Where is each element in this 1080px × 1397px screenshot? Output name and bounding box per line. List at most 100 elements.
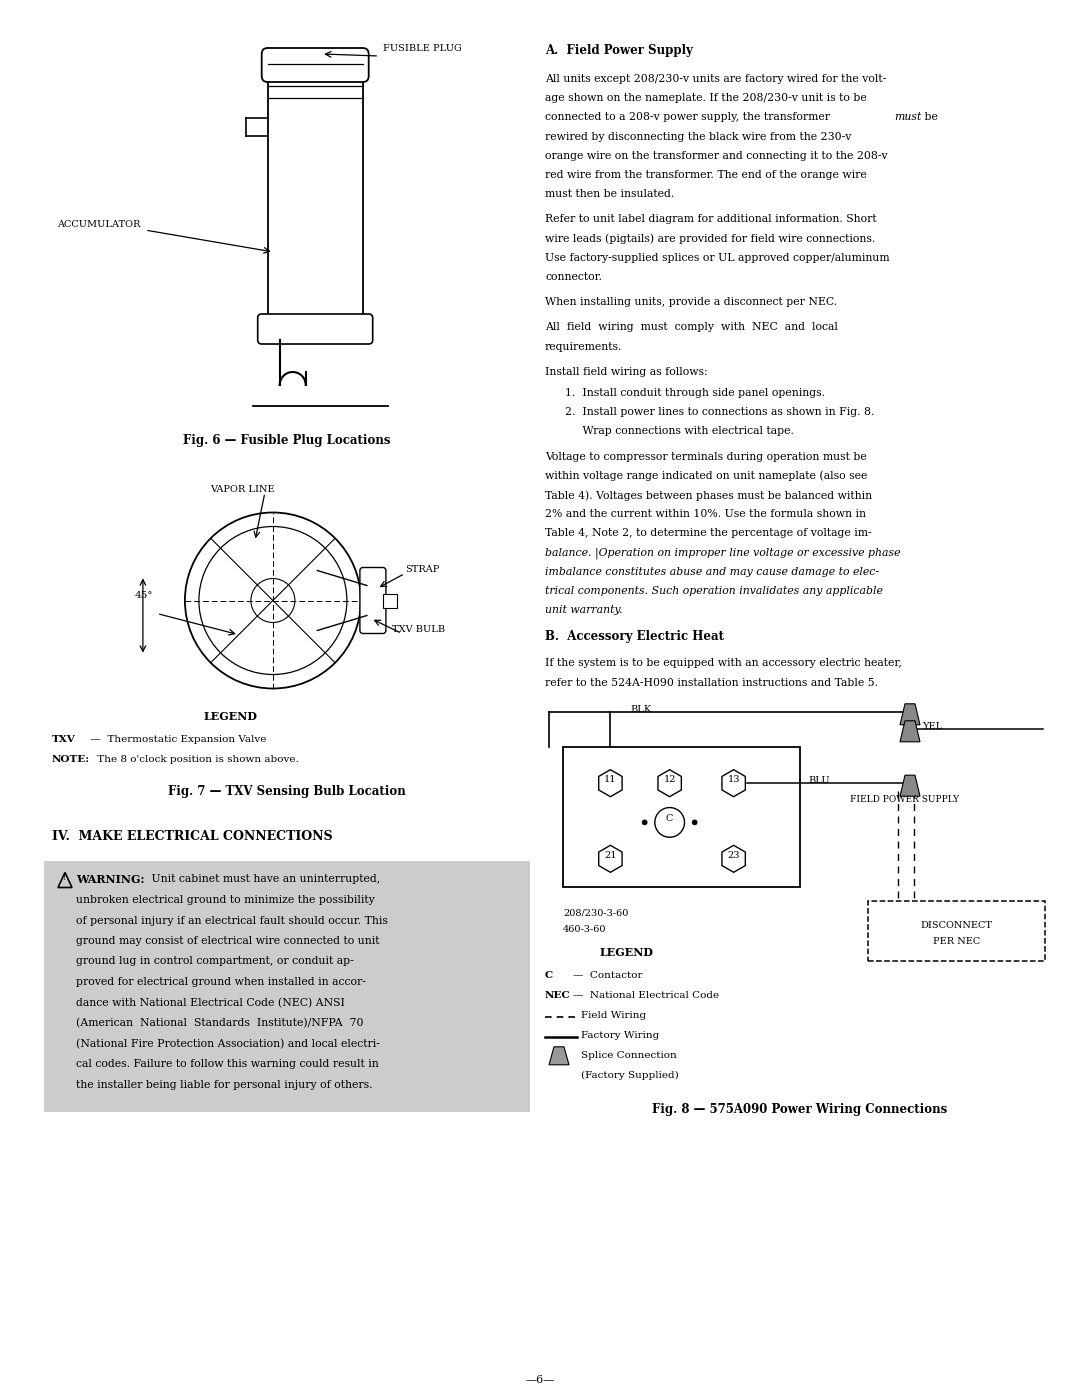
Text: WARNING:: WARNING: bbox=[76, 875, 145, 886]
Text: Table 4). Voltages between phases must be balanced within: Table 4). Voltages between phases must b… bbox=[545, 490, 873, 500]
Text: 2.  Install power lines to connections as shown in Fig. 8.: 2. Install power lines to connections as… bbox=[565, 407, 875, 418]
Text: connector.: connector. bbox=[545, 272, 602, 282]
Text: 23: 23 bbox=[728, 851, 740, 859]
Text: cal codes. Failure to follow this warning could result in: cal codes. Failure to follow this warnin… bbox=[76, 1059, 379, 1069]
Text: 11: 11 bbox=[604, 775, 617, 784]
Text: ACCUMULATOR: ACCUMULATOR bbox=[57, 221, 140, 229]
Text: unit warranty.: unit warranty. bbox=[545, 605, 623, 615]
Text: connected to a 208-v power supply, the transformer: connected to a 208-v power supply, the t… bbox=[545, 112, 834, 123]
Text: Wrap connections with electrical tape.: Wrap connections with electrical tape. bbox=[565, 426, 794, 436]
Text: 2% and the current within 10%. Use the formula shown in: 2% and the current within 10%. Use the f… bbox=[545, 509, 866, 520]
Text: TXV: TXV bbox=[52, 735, 76, 745]
Polygon shape bbox=[900, 721, 920, 742]
Text: Fig. 7 — TXV Sensing Bulb Location: Fig. 7 — TXV Sensing Bulb Location bbox=[168, 785, 406, 799]
Text: C: C bbox=[545, 971, 553, 979]
Text: LEGEND: LEGEND bbox=[204, 711, 258, 721]
Text: rewired by disconnecting the black wire from the 230-v: rewired by disconnecting the black wire … bbox=[545, 131, 851, 141]
Text: Install field wiring as follows:: Install field wiring as follows: bbox=[545, 367, 707, 377]
Text: requirements.: requirements. bbox=[545, 342, 622, 352]
Text: —6—: —6— bbox=[525, 1375, 555, 1384]
Text: Field Wiring: Field Wiring bbox=[581, 1011, 646, 1020]
Polygon shape bbox=[598, 845, 622, 872]
Circle shape bbox=[692, 820, 698, 824]
Text: BLU: BLU bbox=[808, 777, 829, 785]
Text: trical components. Such operation invalidates any applicable: trical components. Such operation invali… bbox=[545, 585, 882, 597]
FancyBboxPatch shape bbox=[360, 567, 386, 633]
FancyBboxPatch shape bbox=[261, 47, 368, 82]
Text: proved for electrical ground when installed in accor-: proved for electrical ground when instal… bbox=[76, 977, 366, 988]
Text: 13: 13 bbox=[728, 775, 740, 784]
Text: unbroken electrical ground to minimize the possibility: unbroken electrical ground to minimize t… bbox=[76, 895, 375, 905]
Text: of personal injury if an electrical fault should occur. This: of personal injury if an electrical faul… bbox=[76, 915, 388, 925]
Text: must then be insulated.: must then be insulated. bbox=[545, 189, 674, 200]
Bar bbox=[44, 861, 530, 1112]
Text: B.  Accessory Electric Heat: B. Accessory Electric Heat bbox=[545, 630, 724, 644]
Text: 21: 21 bbox=[604, 851, 617, 859]
Text: VAPOR LINE: VAPOR LINE bbox=[211, 485, 275, 493]
Text: NEC: NEC bbox=[545, 990, 570, 1000]
Text: within voltage range indicated on unit nameplate (also see: within voltage range indicated on unit n… bbox=[545, 471, 867, 482]
Text: TXV BULB: TXV BULB bbox=[392, 626, 445, 634]
Text: A.  Field Power Supply: A. Field Power Supply bbox=[545, 43, 693, 57]
Bar bbox=[563, 747, 800, 887]
Polygon shape bbox=[598, 770, 622, 796]
Text: FIELD POWER SUPPLY: FIELD POWER SUPPLY bbox=[850, 795, 959, 805]
Polygon shape bbox=[900, 704, 920, 725]
Text: (Factory Supplied): (Factory Supplied) bbox=[581, 1070, 678, 1080]
Text: (American  National  Standards  Institute)/NFPA  70: (American National Standards Institute)/… bbox=[76, 1018, 364, 1028]
Text: —  Thermostatic Expansion Valve: — Thermostatic Expansion Valve bbox=[84, 735, 267, 745]
Text: balance. |Operation on improper line voltage or excessive phase: balance. |Operation on improper line vol… bbox=[545, 548, 901, 559]
Text: Refer to unit label diagram for additional information. Short: Refer to unit label diagram for addition… bbox=[545, 214, 877, 225]
Text: Use factory-supplied splices or UL approved copper/aluminum: Use factory-supplied splices or UL appro… bbox=[545, 253, 890, 263]
Text: IV.  MAKE ELECTRICAL CONNECTIONS: IV. MAKE ELECTRICAL CONNECTIONS bbox=[52, 830, 333, 844]
Text: the installer being liable for personal injury of others.: the installer being liable for personal … bbox=[76, 1080, 373, 1090]
Text: Fig. 8 — 575A090 Power Wiring Connections: Fig. 8 — 575A090 Power Wiring Connection… bbox=[652, 1102, 947, 1116]
Bar bbox=[268, 75, 363, 319]
Text: Unit cabinet must have an uninterrupted,: Unit cabinet must have an uninterrupted, bbox=[148, 875, 380, 884]
Text: dance with National Electrical Code (NEC) ANSI: dance with National Electrical Code (NEC… bbox=[76, 997, 345, 1007]
Text: 460-3-60: 460-3-60 bbox=[563, 925, 607, 933]
Text: refer to the 524A-H090 installation instructions and Table 5.: refer to the 524A-H090 installation inst… bbox=[545, 678, 878, 687]
FancyBboxPatch shape bbox=[868, 901, 1045, 961]
Text: FUSIBLE PLUG: FUSIBLE PLUG bbox=[383, 43, 462, 53]
Text: 45°: 45° bbox=[135, 591, 153, 601]
Text: The 8 o'clock position is shown above.: The 8 o'clock position is shown above. bbox=[94, 756, 299, 764]
Polygon shape bbox=[721, 845, 745, 872]
Text: be: be bbox=[921, 112, 937, 123]
Text: NOTE:: NOTE: bbox=[52, 756, 90, 764]
Text: When installing units, provide a disconnect per NEC.: When installing units, provide a disconn… bbox=[545, 298, 837, 307]
Text: red wire from the transformer. The end of the orange wire: red wire from the transformer. The end o… bbox=[545, 170, 867, 180]
Text: If the system is to be equipped with an accessory electric heater,: If the system is to be equipped with an … bbox=[545, 658, 902, 668]
Text: 12: 12 bbox=[663, 775, 676, 784]
Polygon shape bbox=[721, 770, 745, 796]
Text: LEGEND: LEGEND bbox=[600, 947, 654, 958]
Text: ground lug in control compartment, or conduit ap-: ground lug in control compartment, or co… bbox=[76, 957, 354, 967]
Text: C: C bbox=[666, 814, 673, 823]
Bar bbox=[383, 594, 397, 608]
Text: All  field  wiring  must  comply  with  NEC  and  local: All field wiring must comply with NEC an… bbox=[545, 323, 838, 332]
Text: PER NEC: PER NEC bbox=[933, 937, 981, 946]
Polygon shape bbox=[658, 770, 681, 796]
Polygon shape bbox=[549, 1046, 569, 1065]
Text: (National Fire Protection Association) and local electri-: (National Fire Protection Association) a… bbox=[76, 1038, 380, 1049]
Text: must: must bbox=[894, 112, 921, 123]
Text: All units except 208/230-v units are factory wired for the volt-: All units except 208/230-v units are fac… bbox=[545, 74, 887, 84]
Text: Table 4, Note 2, to determine the percentage of voltage im-: Table 4, Note 2, to determine the percen… bbox=[545, 528, 872, 538]
Text: Voltage to compressor terminals during operation must be: Voltage to compressor terminals during o… bbox=[545, 451, 867, 461]
Text: ground may consist of electrical wire connected to unit: ground may consist of electrical wire co… bbox=[76, 936, 379, 946]
Text: STRAP: STRAP bbox=[405, 566, 440, 574]
Text: orange wire on the transformer and connecting it to the 208-v: orange wire on the transformer and conne… bbox=[545, 151, 888, 161]
Text: DISCONNECT: DISCONNECT bbox=[920, 921, 993, 930]
Text: imbalance constitutes abuse and may cause damage to elec-: imbalance constitutes abuse and may caus… bbox=[545, 567, 879, 577]
Text: —  Contactor: — Contactor bbox=[573, 971, 643, 979]
Text: Fig. 6 — Fusible Plug Locations: Fig. 6 — Fusible Plug Locations bbox=[184, 433, 391, 447]
FancyBboxPatch shape bbox=[258, 314, 373, 344]
Text: Splice Connection: Splice Connection bbox=[581, 1051, 677, 1060]
Text: wire leads (pigtails) are provided for field wire connections.: wire leads (pigtails) are provided for f… bbox=[545, 233, 875, 244]
Text: YEL: YEL bbox=[922, 722, 942, 731]
Text: !: ! bbox=[64, 875, 67, 883]
Text: —  National Electrical Code: — National Electrical Code bbox=[573, 990, 719, 1000]
Text: 1.  Install conduit through side panel openings.: 1. Install conduit through side panel op… bbox=[565, 388, 825, 398]
Polygon shape bbox=[900, 775, 920, 796]
Circle shape bbox=[643, 820, 647, 824]
